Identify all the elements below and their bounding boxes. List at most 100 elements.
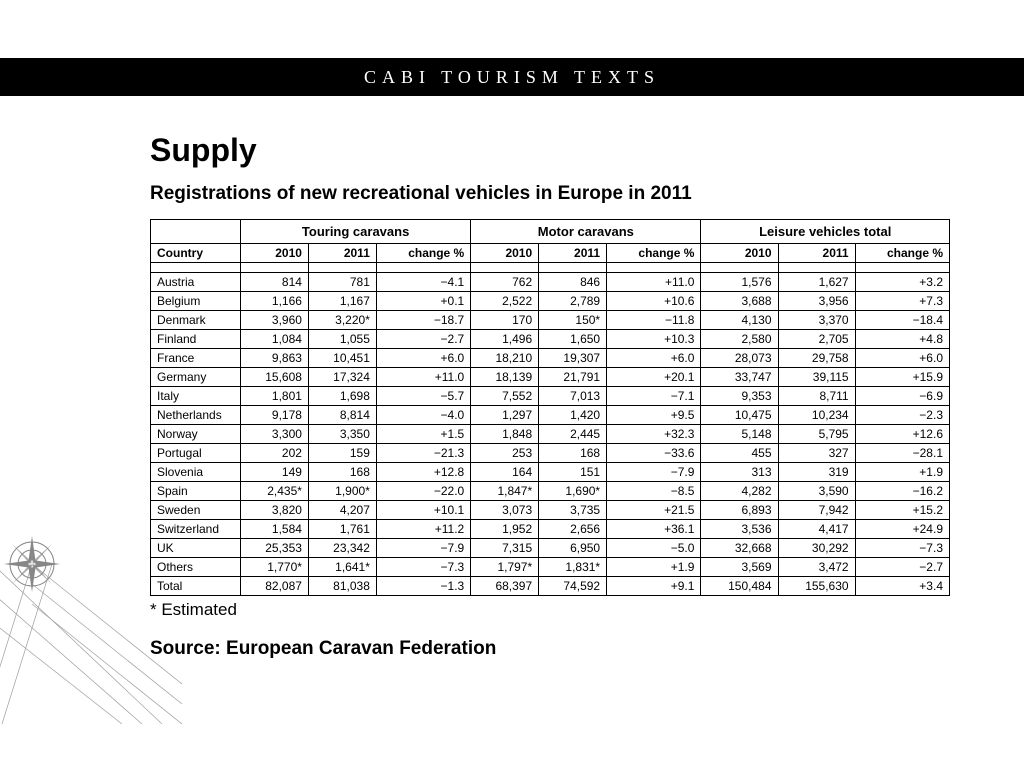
table-row: Norway3,3003,350+1.51,8482,445+32.35,148… xyxy=(151,425,950,444)
table-cell: +7.3 xyxy=(855,292,949,311)
table-cell: 3,350 xyxy=(308,425,376,444)
table-cell: +1.9 xyxy=(607,558,701,577)
spacer-row xyxy=(151,263,950,273)
table-cell: 4,207 xyxy=(308,501,376,520)
table-cell: +12.6 xyxy=(855,425,949,444)
table-cell: 3,956 xyxy=(778,292,855,311)
table-cell: +21.5 xyxy=(607,501,701,520)
table-cell: 2,789 xyxy=(539,292,607,311)
table-cell: +32.3 xyxy=(607,425,701,444)
table-cell: 33,747 xyxy=(701,368,778,387)
table-cell: 7,552 xyxy=(471,387,539,406)
table-row: Belgium1,1661,167+0.12,5222,789+10.63,68… xyxy=(151,292,950,311)
table-cell: 846 xyxy=(539,273,607,292)
table-cell: 1,584 xyxy=(241,520,309,539)
sub-header-row: Country 2010 2011 change % 2010 2011 cha… xyxy=(151,244,950,263)
footnote: * Estimated xyxy=(150,600,954,620)
table-cell: France xyxy=(151,349,241,368)
table-cell: 2,580 xyxy=(701,330,778,349)
table-cell: 1,420 xyxy=(539,406,607,425)
table-cell: Netherlands xyxy=(151,406,241,425)
table-cell: +20.1 xyxy=(607,368,701,387)
table-cell: 168 xyxy=(539,444,607,463)
table-cell: 2,445 xyxy=(539,425,607,444)
table-cell: 10,475 xyxy=(701,406,778,425)
table-cell: +11.0 xyxy=(607,273,701,292)
table-cell: 7,942 xyxy=(778,501,855,520)
table-cell: 1,770* xyxy=(241,558,309,577)
table-row: Portugal202159−21.3253168−33.6455327−28.… xyxy=(151,444,950,463)
col-leisure-change: change % xyxy=(855,244,949,263)
table-row: France9,86310,451+6.018,21019,307+6.028,… xyxy=(151,349,950,368)
table-cell: 29,758 xyxy=(778,349,855,368)
table-cell: 155,630 xyxy=(778,577,855,596)
table-cell: 2,656 xyxy=(539,520,607,539)
table-cell: Germany xyxy=(151,368,241,387)
table-row: Austria814781−4.1762846+11.01,5761,627+3… xyxy=(151,273,950,292)
table-cell: 9,863 xyxy=(241,349,309,368)
table-cell: 30,292 xyxy=(778,539,855,558)
table-cell: 1,167 xyxy=(308,292,376,311)
table-cell: −2.7 xyxy=(376,330,470,349)
table-cell: 18,210 xyxy=(471,349,539,368)
top-spacer xyxy=(0,0,1024,58)
table-cell: Sweden xyxy=(151,501,241,520)
table-cell: Belgium xyxy=(151,292,241,311)
col-country: Country xyxy=(151,244,241,263)
table-cell: 1,801 xyxy=(241,387,309,406)
table-cell: −4.1 xyxy=(376,273,470,292)
table-cell: Switzerland xyxy=(151,520,241,539)
table-cell: Denmark xyxy=(151,311,241,330)
table-cell: −21.3 xyxy=(376,444,470,463)
table-cell: 1,496 xyxy=(471,330,539,349)
table-cell: +15.9 xyxy=(855,368,949,387)
table-cell: 10,234 xyxy=(778,406,855,425)
col-motor-2010: 2010 xyxy=(471,244,539,263)
table-cell: 7,315 xyxy=(471,539,539,558)
table-cell: 4,130 xyxy=(701,311,778,330)
table-cell: 81,038 xyxy=(308,577,376,596)
table-cell: 3,300 xyxy=(241,425,309,444)
table-row: Italy1,8011,698−5.77,5527,013−7.19,3538,… xyxy=(151,387,950,406)
table-cell: 1,166 xyxy=(241,292,309,311)
table-cell: +10.3 xyxy=(607,330,701,349)
table-cell: −7.1 xyxy=(607,387,701,406)
table-cell: 164 xyxy=(471,463,539,482)
table-cell: −7.9 xyxy=(607,463,701,482)
table-cell: +10.6 xyxy=(607,292,701,311)
table-cell: 1,698 xyxy=(308,387,376,406)
table-cell: 1,055 xyxy=(308,330,376,349)
table-row: Slovenia149168+12.8164151−7.9313319+1.9 xyxy=(151,463,950,482)
table-cell: −5.0 xyxy=(607,539,701,558)
group-leisure: Leisure vehicles total xyxy=(701,220,950,244)
table-row: Others1,770*1,641*−7.31,797*1,831*+1.93,… xyxy=(151,558,950,577)
col-leisure-2010: 2010 xyxy=(701,244,778,263)
table-cell: 151 xyxy=(539,463,607,482)
table-cell: 1,690* xyxy=(539,482,607,501)
table-cell: +4.8 xyxy=(855,330,949,349)
group-blank xyxy=(151,220,241,244)
table-cell: 150* xyxy=(539,311,607,330)
table-row: Sweden3,8204,207+10.13,0733,735+21.56,89… xyxy=(151,501,950,520)
table-cell: 23,342 xyxy=(308,539,376,558)
table-cell: 74,592 xyxy=(539,577,607,596)
table-cell: 2,705 xyxy=(778,330,855,349)
table-cell: 21,791 xyxy=(539,368,607,387)
table-cell: 3,735 xyxy=(539,501,607,520)
table-cell: 19,307 xyxy=(539,349,607,368)
table-cell: 781 xyxy=(308,273,376,292)
table-cell: +24.9 xyxy=(855,520,949,539)
table-cell: 28,073 xyxy=(701,349,778,368)
table-cell: Portugal xyxy=(151,444,241,463)
table-cell: UK xyxy=(151,539,241,558)
table-cell: 18,139 xyxy=(471,368,539,387)
table-cell: 1,831* xyxy=(539,558,607,577)
table-cell: 3,569 xyxy=(701,558,778,577)
table-cell: 1,576 xyxy=(701,273,778,292)
table-cell: 4,417 xyxy=(778,520,855,539)
table-cell: 149 xyxy=(241,463,309,482)
table-cell: −22.0 xyxy=(376,482,470,501)
table-cell: +6.0 xyxy=(855,349,949,368)
table-cell: +3.2 xyxy=(855,273,949,292)
table-cell: 9,353 xyxy=(701,387,778,406)
